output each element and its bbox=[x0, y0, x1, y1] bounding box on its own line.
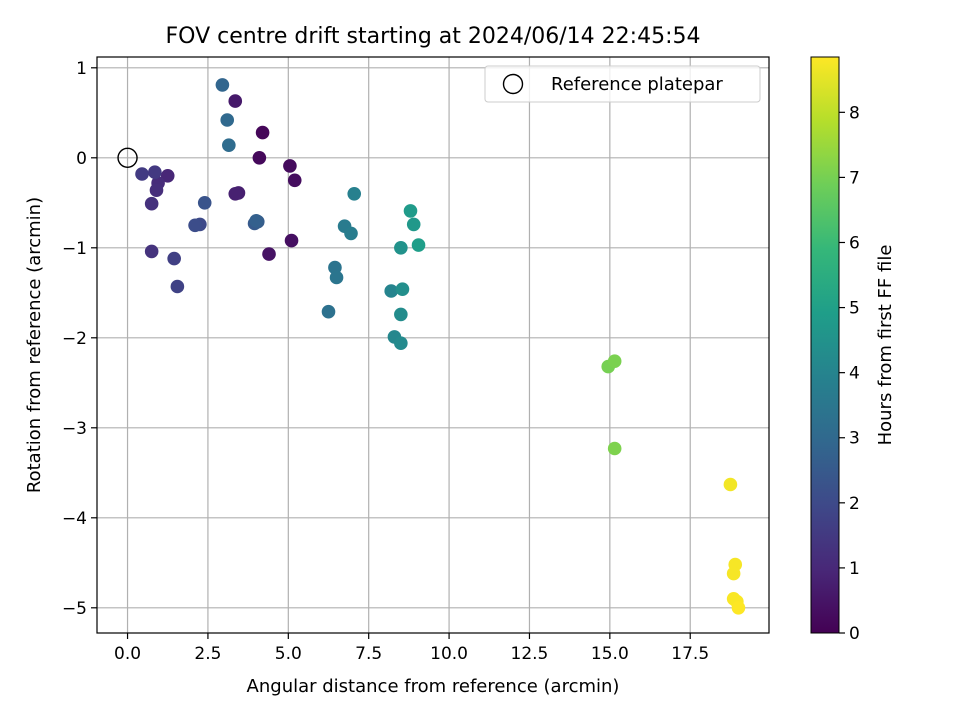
y-tick-label: −4 bbox=[62, 509, 87, 529]
y-tick-label: −5 bbox=[62, 599, 87, 619]
legend-box bbox=[484, 65, 761, 103]
data-point bbox=[731, 601, 746, 615]
data-point bbox=[321, 304, 336, 319]
y-tick-label: −1 bbox=[62, 239, 87, 259]
data-point bbox=[135, 167, 149, 181]
data-point bbox=[222, 138, 236, 152]
data-point bbox=[395, 282, 410, 297]
x-tick-label: 7.5 bbox=[355, 644, 382, 664]
data-point bbox=[144, 244, 159, 259]
colorbar-tick-label: 4 bbox=[849, 364, 860, 384]
data-point bbox=[167, 251, 181, 266]
legend: Reference platepar bbox=[484, 65, 761, 103]
data-point bbox=[197, 196, 212, 210]
data-point bbox=[144, 196, 159, 211]
legend-reference-marker bbox=[502, 73, 524, 95]
data-point bbox=[228, 187, 243, 201]
legend-entry-reference-platepar: Reference platepar bbox=[551, 74, 723, 95]
y-axis-label: Rotation from reference (arcmin) bbox=[24, 197, 45, 493]
data-point bbox=[347, 187, 362, 201]
data-point bbox=[249, 214, 263, 228]
data-point bbox=[394, 307, 408, 322]
data-point bbox=[607, 354, 622, 369]
plot-frame bbox=[96, 56, 770, 634]
data-point bbox=[148, 165, 162, 179]
reference-platepar-marker bbox=[117, 147, 138, 169]
data-point bbox=[283, 159, 297, 173]
data-point bbox=[252, 151, 267, 165]
data-point bbox=[170, 279, 185, 294]
x-tick-label: 10.0 bbox=[430, 644, 468, 664]
data-point bbox=[284, 233, 299, 248]
data-point bbox=[411, 238, 426, 252]
x-tick-label: 5.0 bbox=[275, 644, 302, 664]
y-tick-label: 1 bbox=[76, 59, 87, 79]
data-point bbox=[329, 270, 344, 285]
data-point bbox=[255, 125, 270, 140]
data-point bbox=[403, 204, 418, 218]
colorbar-gradient bbox=[810, 56, 840, 634]
colorbar-tick-label: 1 bbox=[849, 559, 860, 579]
x-tick-label: 0.0 bbox=[114, 644, 141, 664]
data-point bbox=[160, 169, 175, 183]
data-point bbox=[149, 183, 164, 197]
chart-title: FOV centre drift starting at 2024/06/14 … bbox=[166, 24, 701, 49]
data-point bbox=[215, 78, 230, 92]
x-tick-label: 2.5 bbox=[194, 644, 221, 664]
data-point bbox=[287, 173, 302, 188]
colorbar-tick-label: 0 bbox=[849, 624, 860, 644]
data-point bbox=[344, 226, 358, 241]
grid-lines bbox=[97, 57, 769, 633]
data-point bbox=[607, 441, 622, 456]
colorbar-tick-label: 6 bbox=[849, 233, 860, 253]
data-point bbox=[188, 218, 202, 233]
colorbar-tick-label: 7 bbox=[849, 168, 860, 188]
colorbar-tick-label: 2 bbox=[849, 494, 860, 514]
x-tick-label: 15.0 bbox=[591, 644, 629, 664]
data-point bbox=[384, 284, 399, 298]
colorbar-ticks: 0 1 2 3 4 5 6 7 8 bbox=[839, 103, 860, 644]
y-tick-label: −3 bbox=[62, 419, 87, 439]
y-tick-label: 0 bbox=[76, 149, 87, 169]
colorbar-label: Hours from first FF file bbox=[875, 245, 896, 446]
data-points bbox=[135, 78, 746, 615]
colorbar-tick-label: 8 bbox=[849, 103, 860, 123]
y-tick-label: −2 bbox=[62, 329, 87, 349]
data-point bbox=[262, 247, 276, 261]
data-point bbox=[394, 241, 408, 255]
colorbar-tick-label: 5 bbox=[849, 299, 860, 319]
data-point bbox=[406, 217, 421, 232]
x-axis-ticks: 0.0 2.5 5.0 7.5 10.0 12.5 15.0 17.5 bbox=[114, 633, 709, 664]
data-point bbox=[394, 336, 408, 351]
y-axis-ticks: 1 0 −1 −2 −3 −4 −5 bbox=[62, 59, 97, 619]
x-tick-label: 17.5 bbox=[671, 644, 709, 664]
colorbar: 0 1 2 3 4 5 6 7 8 Hours from first FF file bbox=[810, 56, 896, 644]
x-tick-label: 12.5 bbox=[511, 644, 549, 664]
data-point bbox=[726, 566, 741, 581]
data-point bbox=[723, 477, 738, 492]
reference-marker-group bbox=[117, 147, 138, 169]
x-axis-label: Angular distance from reference (arcmin) bbox=[247, 676, 620, 697]
data-point bbox=[220, 113, 235, 127]
colorbar-tick-label: 3 bbox=[849, 429, 860, 449]
data-point bbox=[228, 94, 243, 108]
